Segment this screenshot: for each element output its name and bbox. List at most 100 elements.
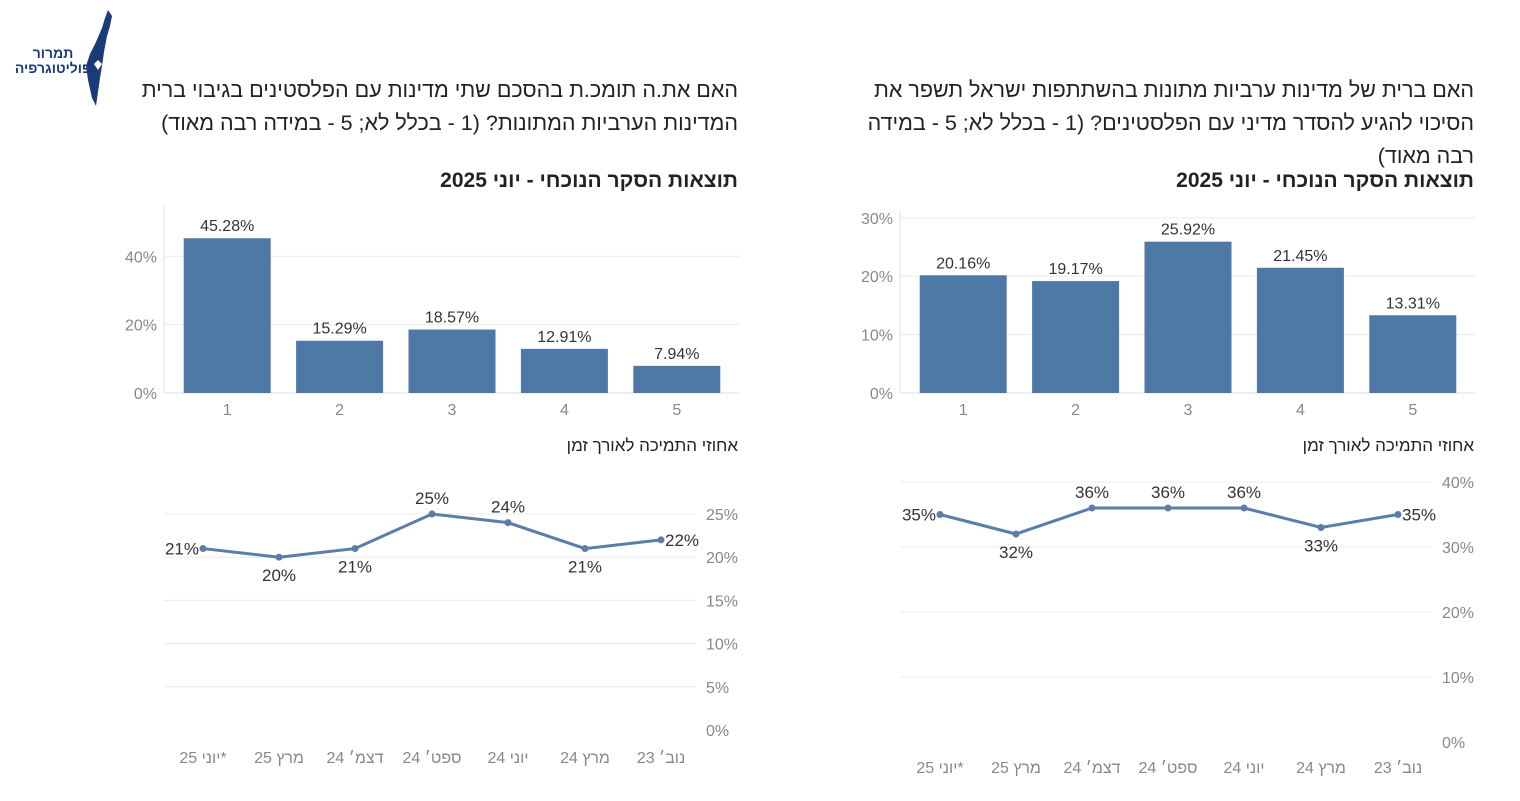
y-tick-label-right-bar: 0% — [870, 386, 893, 403]
y-tick-label-left-bar: 0% — [134, 386, 157, 403]
trend-value-label-left-3: 21% — [338, 558, 372, 577]
question-right: האם ברית של מדינות ערביות מתונות בהשתתפו… — [867, 78, 1474, 168]
subtitle-left: תוצאות הסקר הנוכחי - יוני 2025 — [300, 169, 738, 193]
trend-value-label-right-5: 36% — [1227, 483, 1261, 502]
bar-left-4 — [520, 348, 608, 393]
x-tick-label-left-line-3: דצמ׳ 24 — [327, 750, 384, 767]
trend-value-label-right-4: 36% — [1151, 483, 1185, 502]
y-tick-label-right-bar: 20% — [861, 269, 893, 286]
bar-right-3 — [1144, 241, 1232, 393]
x-tick-label-left-line-6: מרץ 24 — [560, 750, 610, 767]
trend-value-label-right-3: 36% — [1075, 483, 1109, 502]
x-tick-label-left-bar-1: 1 — [223, 402, 232, 419]
bar-value-label-right-5: 13.31% — [1386, 295, 1440, 312]
y-tick-label-right-line: 20% — [1442, 605, 1474, 622]
trend-point-left-1 — [199, 545, 207, 553]
trend-value-label-right-6: 33% — [1304, 537, 1338, 556]
x-tick-label-left-bar-3: 3 — [448, 402, 457, 419]
trend-point-left-4 — [428, 510, 436, 518]
trend-point-left-3 — [351, 545, 359, 553]
x-tick-label-right-bar-5: 5 — [1408, 402, 1417, 419]
bar-left-5 — [633, 365, 721, 393]
trend-point-left-2 — [275, 553, 283, 561]
subtitle-right: תוצאות הסקר הנוכחי - יוני 2025 — [900, 169, 1474, 193]
y-tick-label-left-line: 25% — [706, 507, 738, 524]
trend-point-left-5 — [504, 519, 512, 527]
x-tick-label-left-line-4: ספט׳ 24 — [403, 750, 462, 767]
trend-point-right-1 — [936, 511, 944, 518]
x-tick-label-left-bar-2: 2 — [335, 402, 344, 419]
subtitle-left-year: 2025 — [440, 169, 493, 192]
bar-value-label-right-1: 20.16% — [936, 255, 990, 272]
trend-point-left-7 — [657, 536, 665, 544]
y-tick-label-right-line: 10% — [1442, 670, 1474, 687]
israel-map-icon — [86, 10, 112, 106]
question-left: האם את.ה תומכ.ת בהסכם שתי מדינות עם הפלס… — [141, 78, 738, 135]
logo-text-line2: פוליטוגרפיה — [14, 60, 92, 76]
trend-point-right-5 — [1240, 504, 1248, 512]
bar-value-label-right-2: 19.17% — [1048, 261, 1102, 278]
bar-right-4 — [1256, 267, 1344, 393]
y-tick-label-left-line: 5% — [706, 680, 729, 697]
x-tick-label-right-line-3: דצמ׳ 24 — [1064, 760, 1121, 777]
trend-value-label-left-5: 24% — [491, 498, 525, 517]
bar-value-label-right-4: 21.45% — [1273, 248, 1327, 265]
y-tick-label-right-line: 0% — [1442, 735, 1465, 752]
trend-value-label-right-1: 35% — [902, 506, 936, 525]
trend-value-label-right-2: 32% — [999, 543, 1033, 562]
y-tick-label-left-bar: 40% — [125, 249, 157, 266]
trend-title-right: אחוזי התמיכה לאורך זמן — [1302, 436, 1474, 455]
trend-value-label-left-1: 21% — [165, 540, 199, 559]
trend-point-right-2 — [1012, 530, 1020, 538]
trend-value-label-left-2: 20% — [262, 566, 296, 585]
subtitle-left-month: יוני — [492, 169, 521, 192]
x-tick-label-right-line-2: מרץ 25 — [991, 760, 1041, 777]
logo-text-line1: תמרור — [32, 45, 74, 61]
y-tick-label-right-bar: 30% — [861, 211, 893, 228]
x-tick-label-right-bar-1: 1 — [959, 402, 968, 419]
logo: תמרור פוליטוגרפיה — [12, 6, 122, 116]
x-tick-label-left-bar-4: 4 — [560, 402, 569, 419]
y-tick-label-left-bar: 20% — [125, 318, 157, 335]
y-tick-label-right-bar: 10% — [861, 328, 893, 345]
trend-value-label-right-7: 35% — [1402, 506, 1436, 525]
y-tick-label-left-line: 15% — [706, 593, 738, 610]
bar-value-label-left-2: 15.29% — [312, 321, 366, 338]
subtitle-right-year: 2025 — [1176, 169, 1229, 192]
y-tick-label-left-line: 10% — [706, 637, 738, 654]
x-tick-label-right-line-4: ספט׳ 24 — [1139, 760, 1198, 777]
bar-left-2 — [296, 340, 384, 393]
trend-line-right — [939, 506, 1399, 536]
trend-point-right-6 — [1317, 524, 1325, 531]
x-tick-label-right-line-5: יוני 24 — [1224, 760, 1265, 777]
x-tick-label-right-bar-2: 2 — [1071, 402, 1080, 419]
bar-right-2 — [1032, 281, 1120, 393]
trend-point-right-4 — [1164, 504, 1172, 512]
subtitle-left-prefix: תוצאות הסקר הנוכחי - — [520, 169, 738, 192]
trend-point-right-7 — [1394, 511, 1402, 518]
subtitle-right-prefix: תוצאות הסקר הנוכחי - — [1256, 169, 1474, 192]
bar-right-1 — [919, 275, 1007, 393]
x-tick-label-left-bar-5: 5 — [672, 402, 681, 419]
y-tick-label-left-line: 20% — [706, 550, 738, 567]
bar-left-1 — [183, 238, 271, 393]
trend-title-left: אחוזי התמיכה לאורך זמן — [566, 436, 738, 455]
bar-value-label-left-3: 18.57% — [425, 310, 479, 327]
y-tick-label-right-line: 30% — [1442, 540, 1474, 557]
bar-left-3 — [408, 329, 496, 393]
x-tick-label-left-line-5: יוני 24 — [488, 750, 529, 767]
x-tick-label-right-line-1: *יוני 25 — [916, 760, 963, 777]
bar-value-label-left-4: 12.91% — [537, 329, 591, 346]
trend-line-left — [202, 512, 662, 559]
y-tick-label-left-line: 0% — [706, 723, 729, 740]
trend-point-left-6 — [581, 545, 589, 553]
bar-value-label-right-3: 25.92% — [1161, 222, 1215, 239]
y-tick-label-right-line: 40% — [1442, 475, 1474, 492]
x-tick-label-right-line-7: נוב׳ 23 — [1374, 760, 1422, 777]
subtitle-right-month: יוני — [1228, 169, 1257, 192]
trend-point-right-3 — [1088, 504, 1096, 512]
bar-value-label-left-5: 7.94% — [654, 346, 699, 363]
x-tick-label-right-line-6: מרץ 24 — [1296, 760, 1346, 777]
bar-right-5 — [1369, 315, 1457, 393]
trend-value-label-left-6: 21% — [568, 558, 602, 577]
